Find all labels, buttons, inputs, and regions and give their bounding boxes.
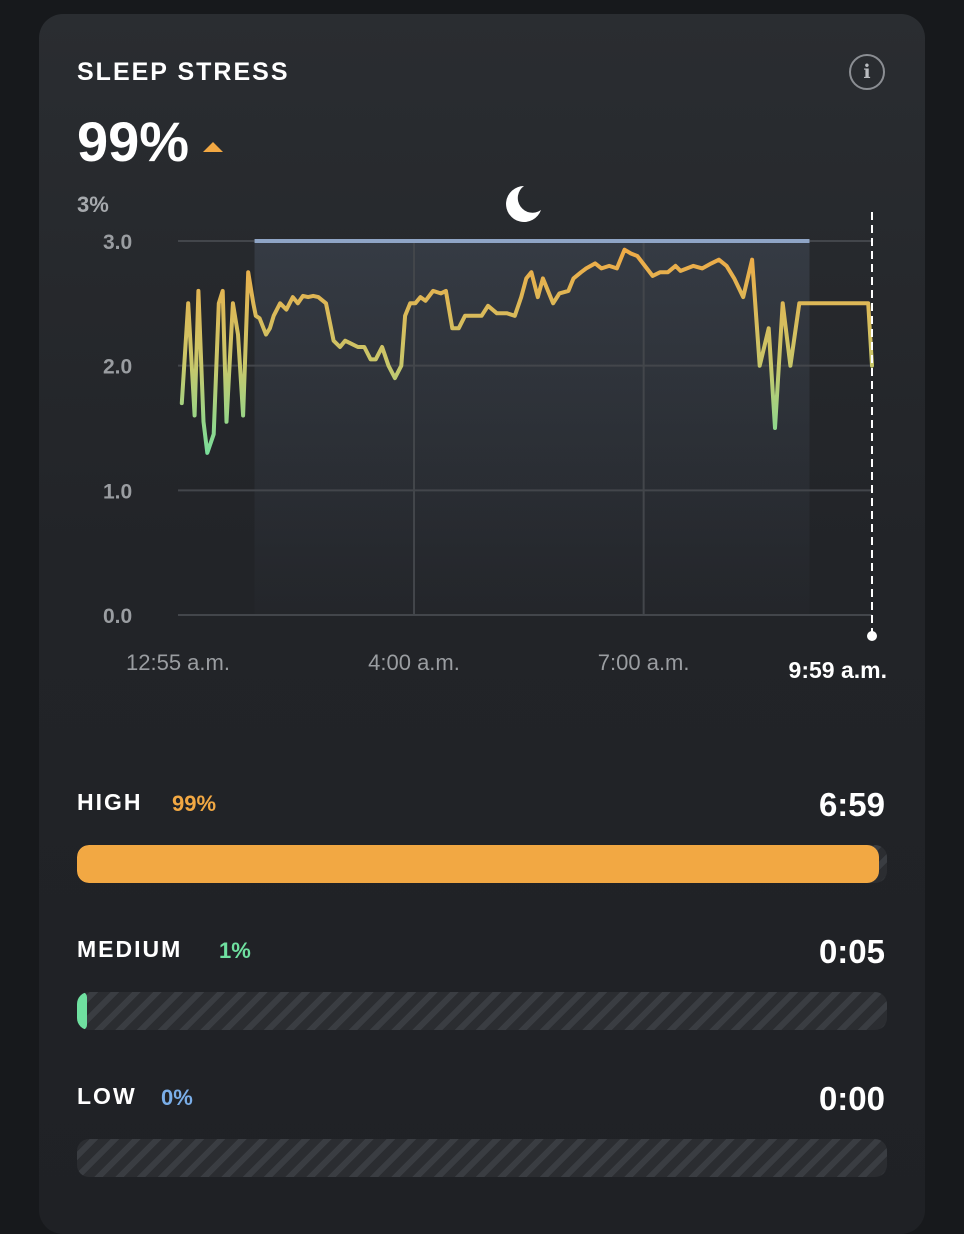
medium-duration: 0:05 — [818, 933, 885, 970]
medium-label: MEDIUM — [77, 936, 183, 962]
low-percent: 0% — [161, 1085, 193, 1110]
high-label: HIGH — [77, 789, 143, 815]
x-tick-label: 7:00 a.m. — [598, 650, 690, 675]
low-duration: 0:00 — [818, 1080, 885, 1117]
high-duration: 6:59 — [818, 786, 885, 823]
crescent-moon-icon — [506, 186, 541, 222]
current-time-label: 9:59 a.m. — [789, 657, 887, 683]
low-bar — [77, 1139, 887, 1177]
sleep-period-band — [254, 241, 810, 615]
high-percent: 99% — [172, 791, 217, 816]
y-tick-label: 1.0 — [103, 480, 132, 503]
medium-bar — [77, 992, 887, 1030]
stress-line — [179, 247, 874, 455]
y-tick-label: 2.0 — [103, 356, 132, 379]
x-tick-label: 4:00 a.m. — [368, 650, 460, 675]
info-icon[interactable]: i — [849, 54, 885, 90]
low-label: LOW — [77, 1083, 137, 1109]
triangle-up-icon — [203, 142, 223, 152]
medium-percent: 1% — [219, 938, 251, 963]
high-bar-fill — [77, 845, 879, 883]
current-time-dot — [867, 631, 877, 641]
sleep-stress-card: SLEEP STRESS i 99% 3% 3.0 2.0 1.0 0.0 12:55 … — [39, 14, 925, 1234]
card-title: SLEEP STRESS — [77, 58, 290, 86]
y-tick-label: 0.0 — [103, 605, 132, 628]
y-tick-label: 3.0 — [103, 231, 132, 254]
x-tick-label: 12:55 a.m. — [126, 650, 230, 675]
medium-bar-fill — [77, 992, 87, 1030]
high-bar — [77, 845, 887, 883]
stress-percentage: 99% — [77, 110, 190, 173]
sleep-stress-chart: 3.0 2.0 1.0 0.0 12:55 a.m. 4:00 a.m. 7:00 a.m.… — [103, 186, 887, 683]
stress-sub-value: 3% — [77, 192, 109, 217]
